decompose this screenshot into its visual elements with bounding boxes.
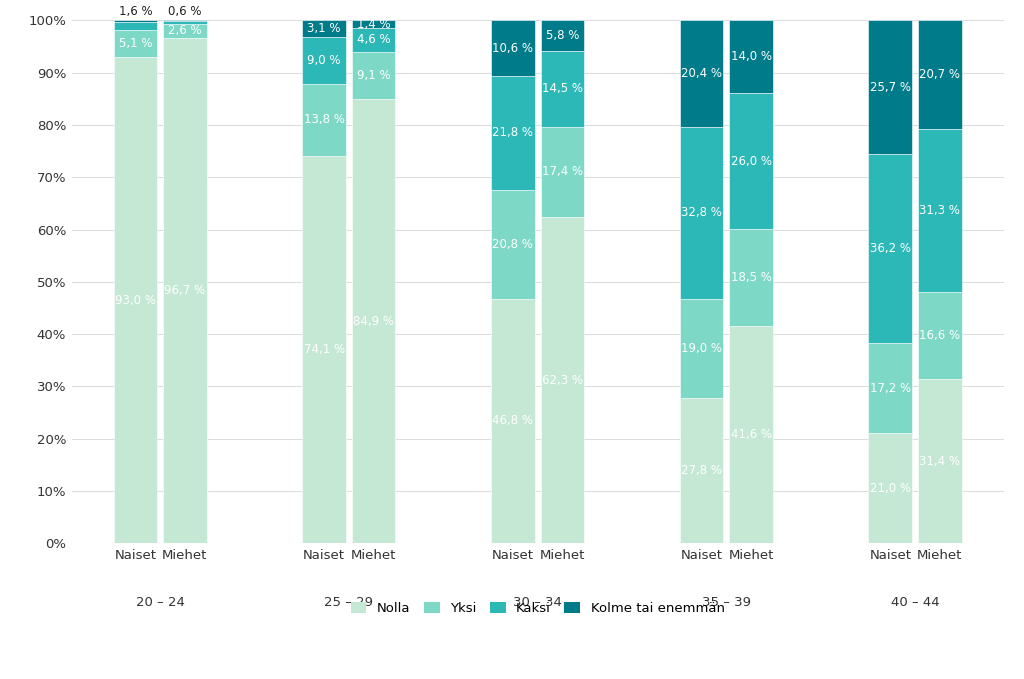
Bar: [163, 37, 207, 543]
Bar: [918, 20, 962, 128]
Text: 32,8 %: 32,8 %: [681, 206, 722, 219]
Bar: [163, 24, 207, 37]
Text: 5,1 %: 5,1 %: [119, 37, 153, 50]
Bar: [302, 37, 346, 84]
Bar: [490, 20, 535, 76]
Bar: [918, 128, 962, 292]
Text: 9,1 %: 9,1 %: [356, 69, 390, 82]
Bar: [868, 20, 912, 154]
Bar: [302, 155, 346, 543]
Bar: [729, 229, 773, 326]
Bar: [918, 292, 962, 379]
Text: 0,6 %: 0,6 %: [168, 5, 202, 18]
Text: 16,6 %: 16,6 %: [920, 329, 961, 342]
Text: 25 – 29: 25 – 29: [325, 596, 374, 609]
Text: 2,6 %: 2,6 %: [168, 24, 202, 37]
Legend: Nolla, Yksi, Kaksi, Kolme tai enemmän: Nolla, Yksi, Kaksi, Kolme tai enemmän: [345, 596, 730, 620]
Bar: [352, 20, 395, 28]
Text: 36,2 %: 36,2 %: [869, 242, 910, 255]
Text: 14,0 %: 14,0 %: [730, 50, 772, 63]
Text: 31,3 %: 31,3 %: [920, 204, 961, 217]
Bar: [868, 433, 912, 543]
Bar: [541, 126, 584, 217]
Bar: [490, 76, 535, 189]
Text: 20 – 24: 20 – 24: [136, 596, 184, 609]
Text: 20,4 %: 20,4 %: [681, 67, 722, 80]
Text: 19,0 %: 19,0 %: [681, 342, 722, 354]
Bar: [163, 21, 207, 24]
Text: 21,0 %: 21,0 %: [869, 482, 910, 495]
Bar: [114, 20, 158, 22]
Bar: [680, 398, 723, 543]
Text: 17,2 %: 17,2 %: [869, 382, 910, 395]
Bar: [729, 326, 773, 543]
Text: 9,0 %: 9,0 %: [307, 54, 341, 67]
Text: 3,1 %: 3,1 %: [307, 22, 341, 35]
Bar: [918, 379, 962, 543]
Text: 93,0 %: 93,0 %: [115, 293, 156, 307]
Bar: [868, 344, 912, 433]
Text: 26,0 %: 26,0 %: [730, 155, 772, 168]
Text: 84,9 %: 84,9 %: [353, 315, 394, 328]
Text: 1,4 %: 1,4 %: [356, 18, 390, 31]
Bar: [302, 84, 346, 155]
Text: 30 – 34: 30 – 34: [513, 596, 562, 609]
Bar: [490, 189, 535, 299]
Bar: [114, 22, 158, 31]
Bar: [352, 52, 395, 99]
Text: 4,6 %: 4,6 %: [356, 33, 390, 46]
Bar: [680, 127, 723, 299]
Text: 10,6 %: 10,6 %: [493, 41, 534, 54]
Text: 17,4 %: 17,4 %: [542, 166, 583, 179]
Text: 96,7 %: 96,7 %: [165, 284, 206, 297]
Text: 25,7 %: 25,7 %: [869, 81, 910, 94]
Text: 5,8 %: 5,8 %: [546, 29, 579, 42]
Text: 13,8 %: 13,8 %: [304, 113, 344, 126]
Bar: [541, 51, 584, 126]
Text: 20,7 %: 20,7 %: [920, 68, 961, 81]
Text: 40 – 44: 40 – 44: [891, 596, 939, 609]
Bar: [352, 99, 395, 543]
Text: 35 – 39: 35 – 39: [701, 596, 751, 609]
Bar: [490, 299, 535, 543]
Bar: [680, 299, 723, 398]
Text: 46,8 %: 46,8 %: [493, 414, 534, 427]
Bar: [352, 28, 395, 52]
Bar: [541, 20, 584, 51]
Bar: [541, 217, 584, 543]
Text: 20,8 %: 20,8 %: [493, 238, 534, 251]
Bar: [868, 154, 912, 344]
Text: 41,6 %: 41,6 %: [730, 428, 772, 441]
Text: 74,1 %: 74,1 %: [303, 343, 345, 356]
Text: 18,5 %: 18,5 %: [731, 271, 771, 284]
Bar: [729, 93, 773, 229]
Text: 62,3 %: 62,3 %: [542, 374, 583, 387]
Text: 31,4 %: 31,4 %: [920, 455, 961, 468]
Text: 14,5 %: 14,5 %: [542, 82, 583, 95]
Bar: [114, 31, 158, 57]
Bar: [729, 20, 773, 93]
Bar: [114, 57, 158, 543]
Text: 27,8 %: 27,8 %: [681, 464, 722, 477]
Text: 1,6 %: 1,6 %: [119, 5, 153, 18]
Bar: [302, 20, 346, 37]
Text: 21,8 %: 21,8 %: [493, 126, 534, 139]
Bar: [680, 20, 723, 127]
